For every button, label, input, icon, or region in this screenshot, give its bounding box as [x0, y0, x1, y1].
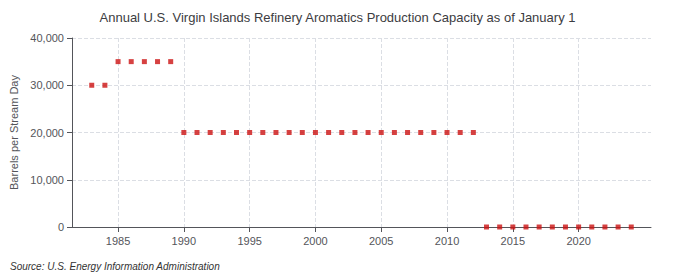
svg-text:Barrels per Stream Day: Barrels per Stream Day [8, 75, 20, 190]
svg-text:2000: 2000 [303, 235, 327, 247]
svg-text:1985: 1985 [106, 235, 130, 247]
svg-text:1990: 1990 [172, 235, 196, 247]
svg-text:2005: 2005 [369, 235, 393, 247]
svg-text:0: 0 [58, 221, 64, 233]
svg-text:40,000: 40,000 [30, 32, 64, 44]
svg-text:30,000: 30,000 [30, 79, 64, 91]
svg-text:10,000: 10,000 [30, 174, 64, 186]
svg-text:Annual U.S. Virgin Islands Ref: Annual U.S. Virgin Islands Refinery Arom… [100, 10, 576, 25]
svg-text:20,000: 20,000 [30, 127, 64, 139]
svg-text:2020: 2020 [566, 235, 590, 247]
svg-text:2010: 2010 [435, 235, 459, 247]
svg-text:Source: U.S. Energy Informatio: Source: U.S. Energy Information Administ… [10, 261, 220, 272]
svg-text:1995: 1995 [237, 235, 261, 247]
svg-text:2015: 2015 [501, 235, 525, 247]
